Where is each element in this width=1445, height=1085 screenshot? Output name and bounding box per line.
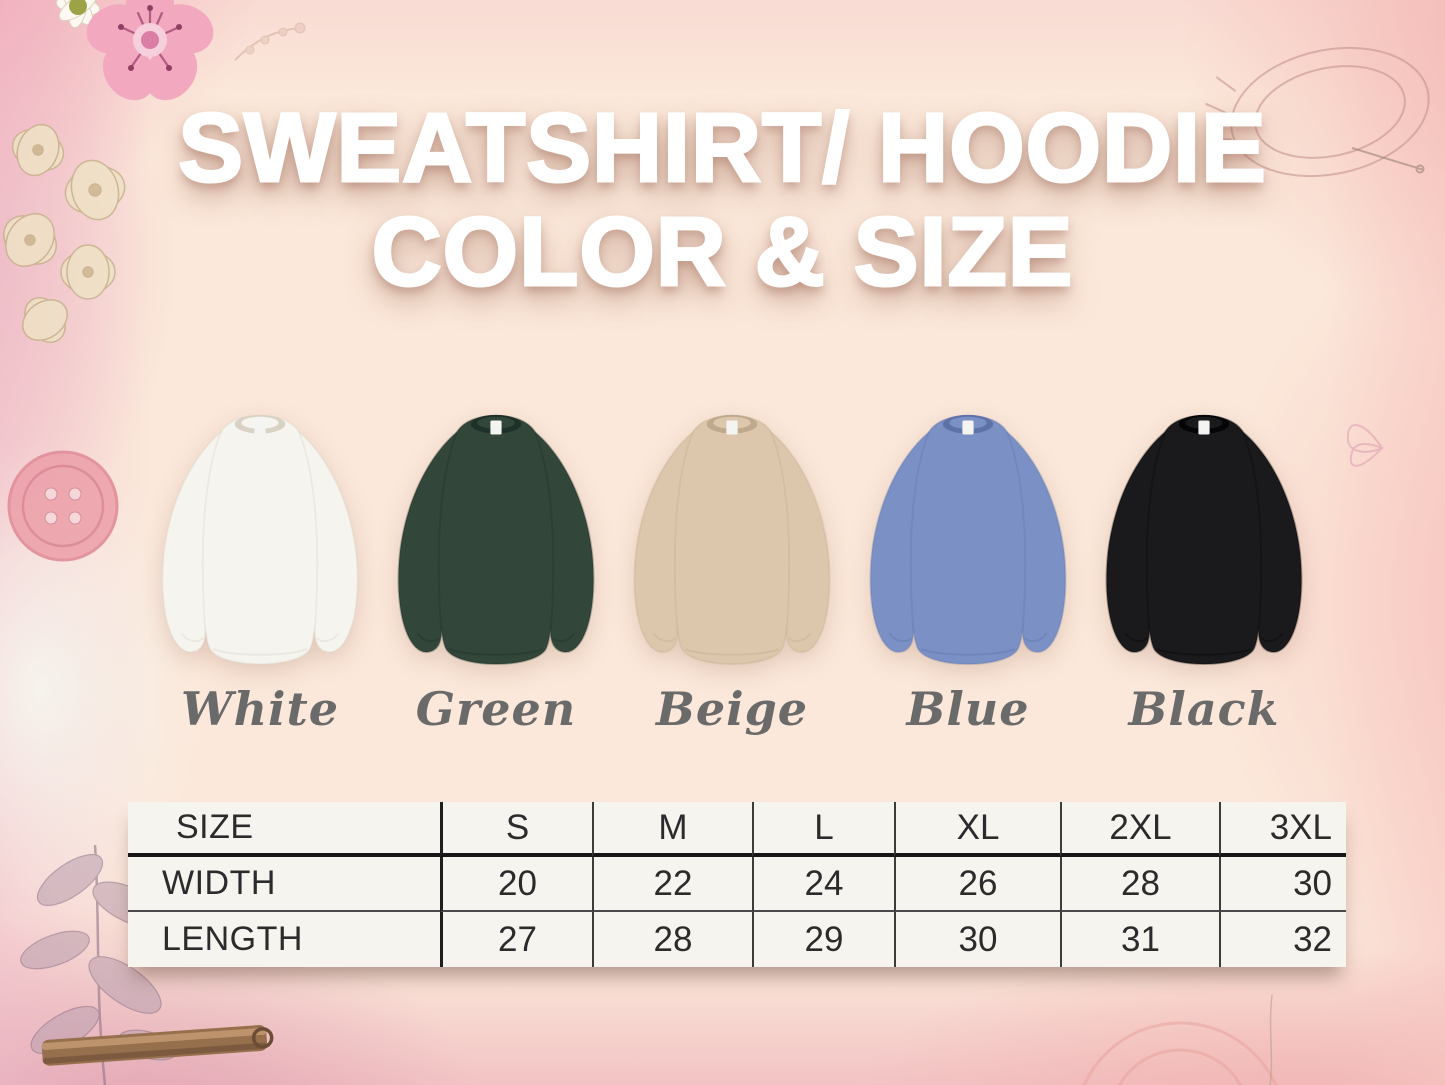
color-swatches-row: White Green xyxy=(147,408,1317,736)
color-item: Green xyxy=(383,408,609,736)
color-name-label: Beige xyxy=(655,682,809,736)
color-name-label: White xyxy=(180,682,340,736)
sweatshirt-image xyxy=(397,414,595,665)
thread-line-icon xyxy=(1269,994,1273,1085)
size-table-row-label: WIDTH xyxy=(128,857,440,912)
size-table-cell: 20 xyxy=(440,857,592,912)
size-table-header-cell: 3XL xyxy=(1219,802,1346,857)
size-table-header-cell: 2XL xyxy=(1060,802,1219,857)
size-table-header-cell: SIZE xyxy=(128,802,440,857)
color-item: White xyxy=(147,408,373,736)
size-table: SIZE S M L XL 2XL 3XL WIDTH 20 22 24 26 … xyxy=(128,802,1346,967)
button-icon xyxy=(7,450,119,562)
size-table-cell: 24 xyxy=(752,857,894,912)
size-table-row-label: LENGTH xyxy=(162,920,303,958)
size-table-cell: 30 xyxy=(894,912,1060,967)
neck-tag xyxy=(962,420,974,435)
title-line-2: COLOR & SIZE xyxy=(370,196,1074,306)
size-table-header-cell: S xyxy=(440,802,592,857)
page-title: SWEATSHIRT/ HOODIE COLOR & SIZE xyxy=(0,93,1445,306)
pencil-icon xyxy=(41,1025,274,1066)
title-line-1: SWEATSHIRT/ HOODIE xyxy=(177,93,1268,202)
size-table-header-cell: XL xyxy=(894,802,1060,857)
butterfly-sketch-icon xyxy=(1346,424,1384,467)
sweatshirt-image xyxy=(161,414,359,665)
size-table-cell: 26 xyxy=(894,857,1060,912)
hydrangea-flowers-icon xyxy=(3,123,126,343)
size-table-cell: 27 xyxy=(440,912,592,967)
neck-tag xyxy=(726,420,738,435)
size-table-cell: 30 xyxy=(1219,857,1346,912)
stitch-arcs-icon xyxy=(1082,1021,1278,1085)
cherry-blossom-icon xyxy=(86,0,214,101)
size-table-cell: 31 xyxy=(1060,912,1219,967)
color-name-label: Green xyxy=(415,682,577,736)
sweatshirt-image xyxy=(1105,414,1303,665)
daisy-flower-icon xyxy=(55,0,101,29)
color-name-label: Blue xyxy=(906,682,1030,736)
color-name-label: Black xyxy=(1128,682,1280,736)
sprig-icon xyxy=(234,22,306,61)
color-item: Blue xyxy=(855,408,1081,736)
neck-tag xyxy=(1198,420,1210,435)
size-table-cell: 32 xyxy=(1219,912,1346,967)
sweatshirt-image xyxy=(633,414,831,665)
sweatshirt-image xyxy=(869,414,1067,665)
ring-sketch-icon xyxy=(1205,46,1430,178)
color-item: Beige xyxy=(619,408,845,736)
size-table-cell: 28 xyxy=(592,912,752,967)
size-table-cell: 28 xyxy=(1060,857,1219,912)
size-table-header-cell: L xyxy=(752,802,894,857)
neck-tag xyxy=(254,420,266,435)
size-table-header-cell: M xyxy=(592,802,752,857)
needle-icon xyxy=(1351,147,1425,174)
color-item: Black xyxy=(1091,408,1317,736)
neck-tag xyxy=(490,420,502,435)
size-table-cell: 22 xyxy=(592,857,752,912)
size-table-cell: 29 xyxy=(752,912,894,967)
